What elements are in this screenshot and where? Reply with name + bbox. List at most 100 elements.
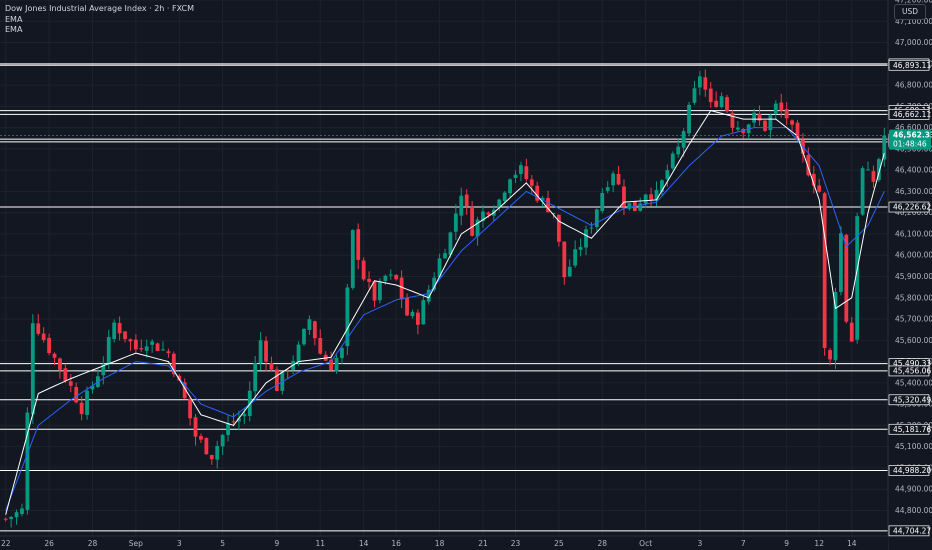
countdown-label: 01:48:46 (893, 140, 927, 149)
last-price-badge (889, 129, 931, 150)
candle-body (20, 508, 24, 514)
time-tick-label: 28 (88, 539, 98, 548)
candle-body (133, 339, 138, 350)
candle-body (725, 97, 729, 112)
candle-body (844, 234, 849, 322)
level-price-label: 45,320.49 (893, 395, 931, 404)
time-tick-label: 23 (511, 539, 521, 548)
ema-indicator-2[interactable]: EMA (5, 25, 23, 34)
candle-body (106, 336, 111, 363)
candle-body (171, 353, 176, 375)
level-price-label: 44,988.20 (893, 466, 931, 475)
time-tick-label: 11 (315, 539, 325, 548)
time-tick-label: 3 (177, 539, 182, 548)
candle-body (817, 185, 822, 192)
candle-body (616, 173, 621, 185)
candle-body (307, 319, 312, 330)
candle-body (822, 193, 827, 348)
level-price-label: 44,704.27 (893, 526, 931, 535)
candle-body (757, 114, 762, 121)
candle-body (361, 260, 366, 280)
candle-body (578, 247, 583, 250)
candle-body (643, 194, 648, 204)
candle-body (394, 274, 399, 280)
candle-body (508, 179, 512, 194)
level-price-badge (888, 109, 930, 120)
candle-body (649, 194, 653, 200)
candle-body (388, 274, 393, 276)
candle-body (30, 323, 35, 415)
price-tick-label: 44,900.00 (895, 485, 932, 494)
candle-body (876, 159, 881, 181)
price-tick-label: 47,100.00 (895, 17, 932, 26)
candle-body (871, 171, 876, 182)
candle-body (226, 423, 230, 435)
candle-body (475, 219, 480, 237)
candle-body (464, 194, 469, 207)
price-tick-label: 47,000.00 (895, 38, 932, 47)
candle-body (735, 127, 740, 130)
candle-body (584, 229, 588, 248)
candle-body (866, 169, 870, 171)
price-tick-label: 46,200.00 (895, 208, 932, 217)
level-price-badge (888, 525, 930, 537)
candle-body (697, 76, 702, 88)
time-tick-label: 9 (784, 539, 789, 548)
candle-body (237, 418, 241, 422)
candle-body (638, 203, 643, 211)
candle-body (882, 135, 887, 160)
candle-body (41, 333, 46, 340)
candle-body (426, 289, 431, 302)
time-tick-label: 25 (554, 539, 564, 548)
time-tick-label: 16 (391, 539, 401, 548)
candle-body (215, 446, 220, 460)
candle-body (204, 438, 209, 455)
chart-legend: Dow Jones Industrial Average Index · 2h … (5, 4, 194, 36)
ema-indicator-1[interactable]: EMA (5, 14, 23, 24)
candle-body (600, 192, 605, 212)
time-tick-label: 22 (1, 539, 11, 548)
candle-body (329, 359, 334, 371)
candle-body (529, 179, 534, 186)
horizontal-levels[interactable] (0, 63, 888, 532)
candle-body (676, 146, 681, 155)
ema-slow-line (5, 127, 885, 511)
level-price-label: 46,893.11 (893, 61, 931, 70)
candle-body (768, 115, 773, 131)
candle-body (481, 211, 485, 222)
candle-body (719, 96, 724, 108)
time-axis[interactable]: 22 26 28 Sep 3 5 9 11 14 16 18 21 23 25 28 Oct 3 7 9 12 14 (0, 535, 888, 550)
candle-body (589, 227, 594, 229)
candle-body (459, 195, 464, 216)
currency-button[interactable]: USD (894, 4, 926, 20)
time-tick-label: 18 (435, 539, 445, 548)
candle-body (502, 192, 507, 202)
price-tick-label: 45,800.00 (895, 293, 932, 302)
candle-body (855, 216, 860, 340)
price-tick-label: 47,200.00 (895, 0, 932, 5)
candle-body (68, 381, 73, 386)
candle-body (144, 346, 149, 351)
candle-body (25, 412, 30, 510)
price-tick-label: 46,800.00 (895, 81, 932, 90)
time-axis-background (0, 536, 888, 550)
candle-body (611, 173, 616, 186)
candle-body (269, 363, 274, 370)
candle-body (573, 249, 578, 266)
candle-body (833, 291, 838, 361)
candle-body (849, 322, 854, 342)
candle-body (274, 369, 279, 391)
price-tick-label: 46,000.00 (895, 251, 932, 260)
candle-body (519, 165, 523, 174)
price-axis[interactable]: 44,800.0044,900.0045,000.0045,100.0045,2… (887, 0, 932, 550)
candle-body (296, 344, 301, 363)
candle-body (356, 229, 361, 260)
candle-body (714, 100, 719, 107)
time-tick-label: 14 (847, 539, 857, 548)
candle-body (318, 337, 323, 354)
candle-body (372, 281, 377, 301)
symbol-title[interactable]: Dow Jones Industrial Average Index · 2h … (5, 4, 194, 13)
candle-body (415, 312, 420, 325)
